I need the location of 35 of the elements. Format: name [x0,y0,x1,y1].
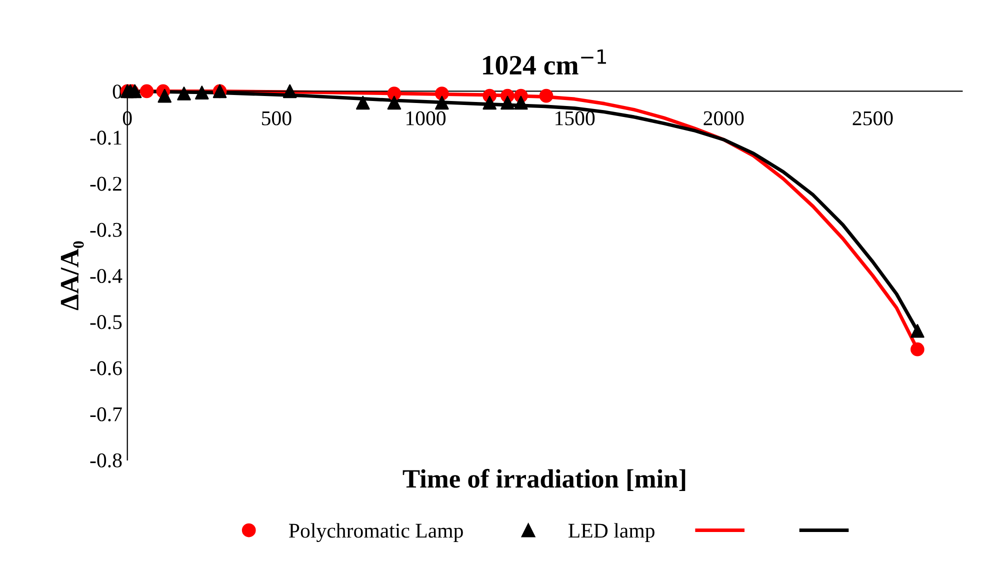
x-tick-label: 500 [262,111,292,126]
y-tick-label: -0.8 [90,453,122,468]
y-tick-label: -0.3 [90,222,122,238]
point [158,88,172,103]
legend-label: LED lamp [568,523,654,542]
point [140,84,154,98]
y-tick-label: -0.4 [90,268,122,284]
y-axis-title: ΔA/A₀ [60,241,84,310]
point [282,84,297,98]
x-tick-label: 1500 [556,111,595,126]
point [482,96,497,110]
x-tick-label: 2000 [704,111,744,126]
y-tick-label: -0.7 [90,407,122,422]
point [434,96,449,110]
x-axis-title: Time of irradiation [min] [402,468,686,492]
legend-label: Polychromatic Lamp [289,523,463,542]
x-tick-label: 2500 [852,111,893,126]
point [356,96,370,110]
y-tick-label: -0.2 [90,176,122,191]
y-tick-label: -0.5 [90,315,122,330]
chart-title: 1024 cm$^{−1}$ [483,50,606,75]
point [514,96,528,110]
point [539,88,554,103]
y-tick-label: -0.1 [90,130,122,145]
point [128,84,142,98]
point [434,86,449,100]
point [387,96,402,110]
point [194,86,209,100]
point [910,342,924,356]
y-tick-label: -0.6 [90,361,122,376]
x-tick-label: 1000 [406,111,446,126]
point [500,96,514,110]
point [177,86,191,100]
point [387,86,402,100]
point [910,324,924,338]
